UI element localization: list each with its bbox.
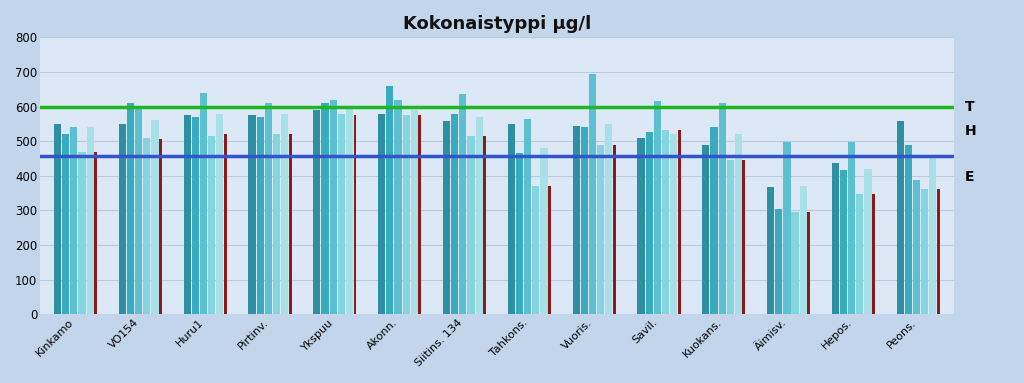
Bar — [864, 169, 871, 314]
Bar — [249, 115, 256, 314]
Text: H: H — [965, 124, 977, 138]
Bar — [678, 130, 681, 314]
Bar — [831, 163, 839, 314]
Bar — [386, 86, 393, 314]
Bar — [727, 160, 734, 314]
Bar — [71, 128, 78, 314]
Bar — [524, 119, 531, 314]
Bar — [378, 113, 385, 314]
Bar — [735, 134, 742, 314]
Bar — [451, 113, 458, 314]
Bar — [216, 113, 223, 314]
Bar — [419, 115, 421, 314]
Bar — [922, 189, 929, 314]
Bar — [353, 115, 356, 314]
Bar — [330, 100, 337, 314]
Bar — [459, 95, 466, 314]
Bar — [443, 121, 451, 314]
Bar — [662, 130, 669, 314]
Bar — [152, 120, 159, 314]
Bar — [272, 134, 281, 314]
Bar — [612, 145, 615, 314]
Bar — [322, 103, 329, 314]
Bar — [792, 212, 799, 314]
Bar — [913, 180, 921, 314]
Bar — [62, 134, 70, 314]
Bar — [516, 153, 523, 314]
Bar — [767, 187, 774, 314]
Bar — [872, 194, 874, 314]
Bar — [532, 186, 540, 314]
Bar — [346, 106, 353, 314]
Bar — [313, 110, 321, 314]
Bar — [589, 74, 596, 314]
Bar — [848, 142, 855, 314]
Bar — [281, 113, 288, 314]
Bar — [508, 124, 515, 314]
Bar — [143, 138, 151, 314]
Bar — [483, 136, 486, 314]
Bar — [807, 212, 810, 314]
Bar — [402, 115, 410, 314]
Bar — [338, 113, 345, 314]
Bar — [257, 117, 264, 314]
Bar — [581, 128, 588, 314]
Bar — [670, 134, 677, 314]
Bar — [541, 148, 548, 314]
Bar — [87, 128, 94, 314]
Bar — [856, 194, 863, 314]
Bar — [119, 124, 126, 314]
Bar — [572, 126, 580, 314]
Bar — [719, 103, 726, 314]
Bar — [637, 138, 644, 314]
Bar — [159, 139, 162, 314]
Bar — [135, 106, 142, 314]
Bar — [783, 142, 791, 314]
Bar — [711, 128, 718, 314]
Bar — [467, 136, 474, 314]
Title: Kokonaistyppi μg/l: Kokonaistyppi μg/l — [402, 15, 591, 33]
Bar — [191, 117, 199, 314]
Bar — [208, 136, 215, 314]
Bar — [775, 209, 782, 314]
Bar — [930, 155, 937, 314]
Bar — [897, 121, 904, 314]
Bar — [645, 131, 652, 314]
Bar — [800, 186, 807, 314]
Bar — [475, 117, 482, 314]
Text: E: E — [965, 170, 975, 183]
Bar — [183, 115, 190, 314]
Bar — [702, 145, 710, 314]
Bar — [840, 170, 847, 314]
Bar — [265, 103, 272, 314]
Bar — [597, 145, 604, 314]
Bar — [54, 124, 61, 314]
Bar — [605, 124, 612, 314]
Bar — [905, 145, 912, 314]
Text: T: T — [965, 100, 975, 114]
Bar — [548, 186, 551, 314]
Bar — [937, 189, 940, 314]
Bar — [94, 152, 97, 314]
Bar — [127, 103, 134, 314]
Bar — [394, 100, 401, 314]
Bar — [411, 110, 418, 314]
Bar — [200, 93, 207, 314]
Bar — [289, 134, 292, 314]
Bar — [742, 160, 745, 314]
Bar — [224, 134, 226, 314]
Bar — [653, 101, 660, 314]
Bar — [79, 152, 86, 314]
